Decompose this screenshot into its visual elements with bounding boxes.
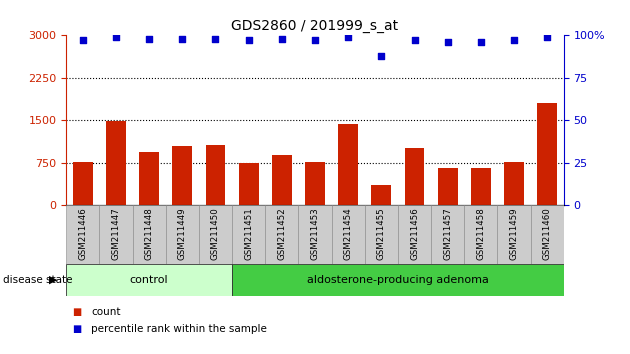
Bar (504, 162, 524, 205)
Point (177, 36, 187, 42)
Text: GSM211448: GSM211448 (145, 207, 154, 260)
Text: ■: ■ (72, 307, 82, 316)
Bar (431, 205, 464, 264)
Text: GSM211453: GSM211453 (311, 207, 319, 260)
Text: GSM211452: GSM211452 (277, 207, 286, 260)
Bar (100, 205, 132, 264)
Point (111, 34, 121, 40)
Bar (530, 205, 564, 264)
Bar (537, 103, 557, 205)
Bar (365, 205, 398, 264)
Title: GDS2860 / 201999_s_at: GDS2860 / 201999_s_at (231, 19, 399, 33)
Bar (239, 164, 258, 205)
Text: GSM211447: GSM211447 (112, 207, 120, 260)
Point (210, 36, 220, 42)
Bar (272, 155, 292, 205)
Bar (132, 205, 166, 264)
Bar (199, 205, 232, 264)
Point (376, 53, 386, 59)
Point (542, 34, 553, 40)
Point (244, 38, 254, 43)
Text: GSM211454: GSM211454 (344, 207, 353, 260)
Point (144, 36, 154, 42)
Point (509, 38, 519, 43)
Bar (299, 205, 331, 264)
Text: disease state: disease state (3, 275, 72, 285)
Bar (331, 205, 365, 264)
Point (410, 38, 420, 43)
Text: GSM211449: GSM211449 (178, 207, 186, 260)
Bar (166, 205, 199, 264)
Text: aldosterone-producing adenoma: aldosterone-producing adenoma (307, 275, 489, 285)
Bar (498, 205, 530, 264)
Point (443, 39, 453, 45)
Text: GSM211458: GSM211458 (476, 207, 485, 260)
Bar (232, 264, 564, 296)
Bar (139, 152, 159, 205)
Point (343, 34, 353, 40)
Bar (106, 121, 126, 205)
Text: ▶: ▶ (50, 275, 58, 285)
Bar (404, 148, 425, 205)
Bar (73, 162, 93, 205)
Bar (173, 146, 192, 205)
Text: GSM211456: GSM211456 (410, 207, 419, 260)
Bar (438, 168, 457, 205)
Bar (305, 162, 325, 205)
Point (77, 38, 88, 43)
Text: GSM211460: GSM211460 (543, 207, 552, 260)
Text: ■: ■ (72, 324, 82, 334)
Bar (398, 205, 431, 264)
Bar (232, 205, 265, 264)
Bar (66, 264, 232, 296)
Bar (265, 205, 299, 264)
Bar (66, 205, 100, 264)
Text: count: count (91, 307, 121, 316)
Text: percentile rank within the sample: percentile rank within the sample (91, 324, 267, 334)
Text: GSM211446: GSM211446 (78, 207, 87, 260)
Point (277, 36, 287, 42)
Bar (372, 185, 391, 205)
Bar (338, 124, 358, 205)
Text: GSM211450: GSM211450 (211, 207, 220, 260)
Point (476, 39, 486, 45)
Text: control: control (130, 275, 168, 285)
Text: GSM211451: GSM211451 (244, 207, 253, 260)
Point (310, 38, 320, 43)
Bar (205, 145, 226, 205)
Text: GSM211459: GSM211459 (510, 207, 518, 260)
Text: GSM211457: GSM211457 (444, 207, 452, 260)
Bar (471, 168, 491, 205)
Text: GSM211455: GSM211455 (377, 207, 386, 260)
Bar (464, 205, 498, 264)
